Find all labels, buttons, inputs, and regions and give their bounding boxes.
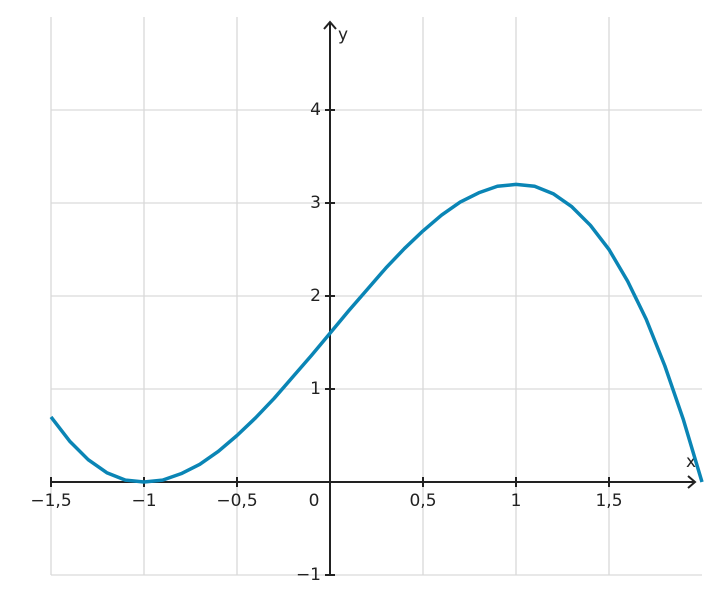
x-tick-label: 1 [511,491,522,511]
y-axis-arrow [323,20,337,30]
y-tick-label: 4 [310,100,321,120]
y-tick-label: 2 [310,286,321,306]
y-tick-label: 1 [310,379,321,399]
x-axis-arrow [687,475,697,489]
x-tick-label: 0,5 [409,491,436,511]
y-axis-label: y [338,25,348,45]
x-tick-label: −0,5 [216,491,257,511]
x-tick-label: 1,5 [595,491,622,511]
x-tick-label: 0 [309,491,320,511]
x-tick-label: −1 [131,491,156,511]
x-axis-label: x [686,452,696,472]
curve [49,182,704,484]
x-tick-label: −1,5 [30,491,71,511]
y-tick-label: −1 [296,565,321,585]
y-tick-label: 3 [310,193,321,213]
